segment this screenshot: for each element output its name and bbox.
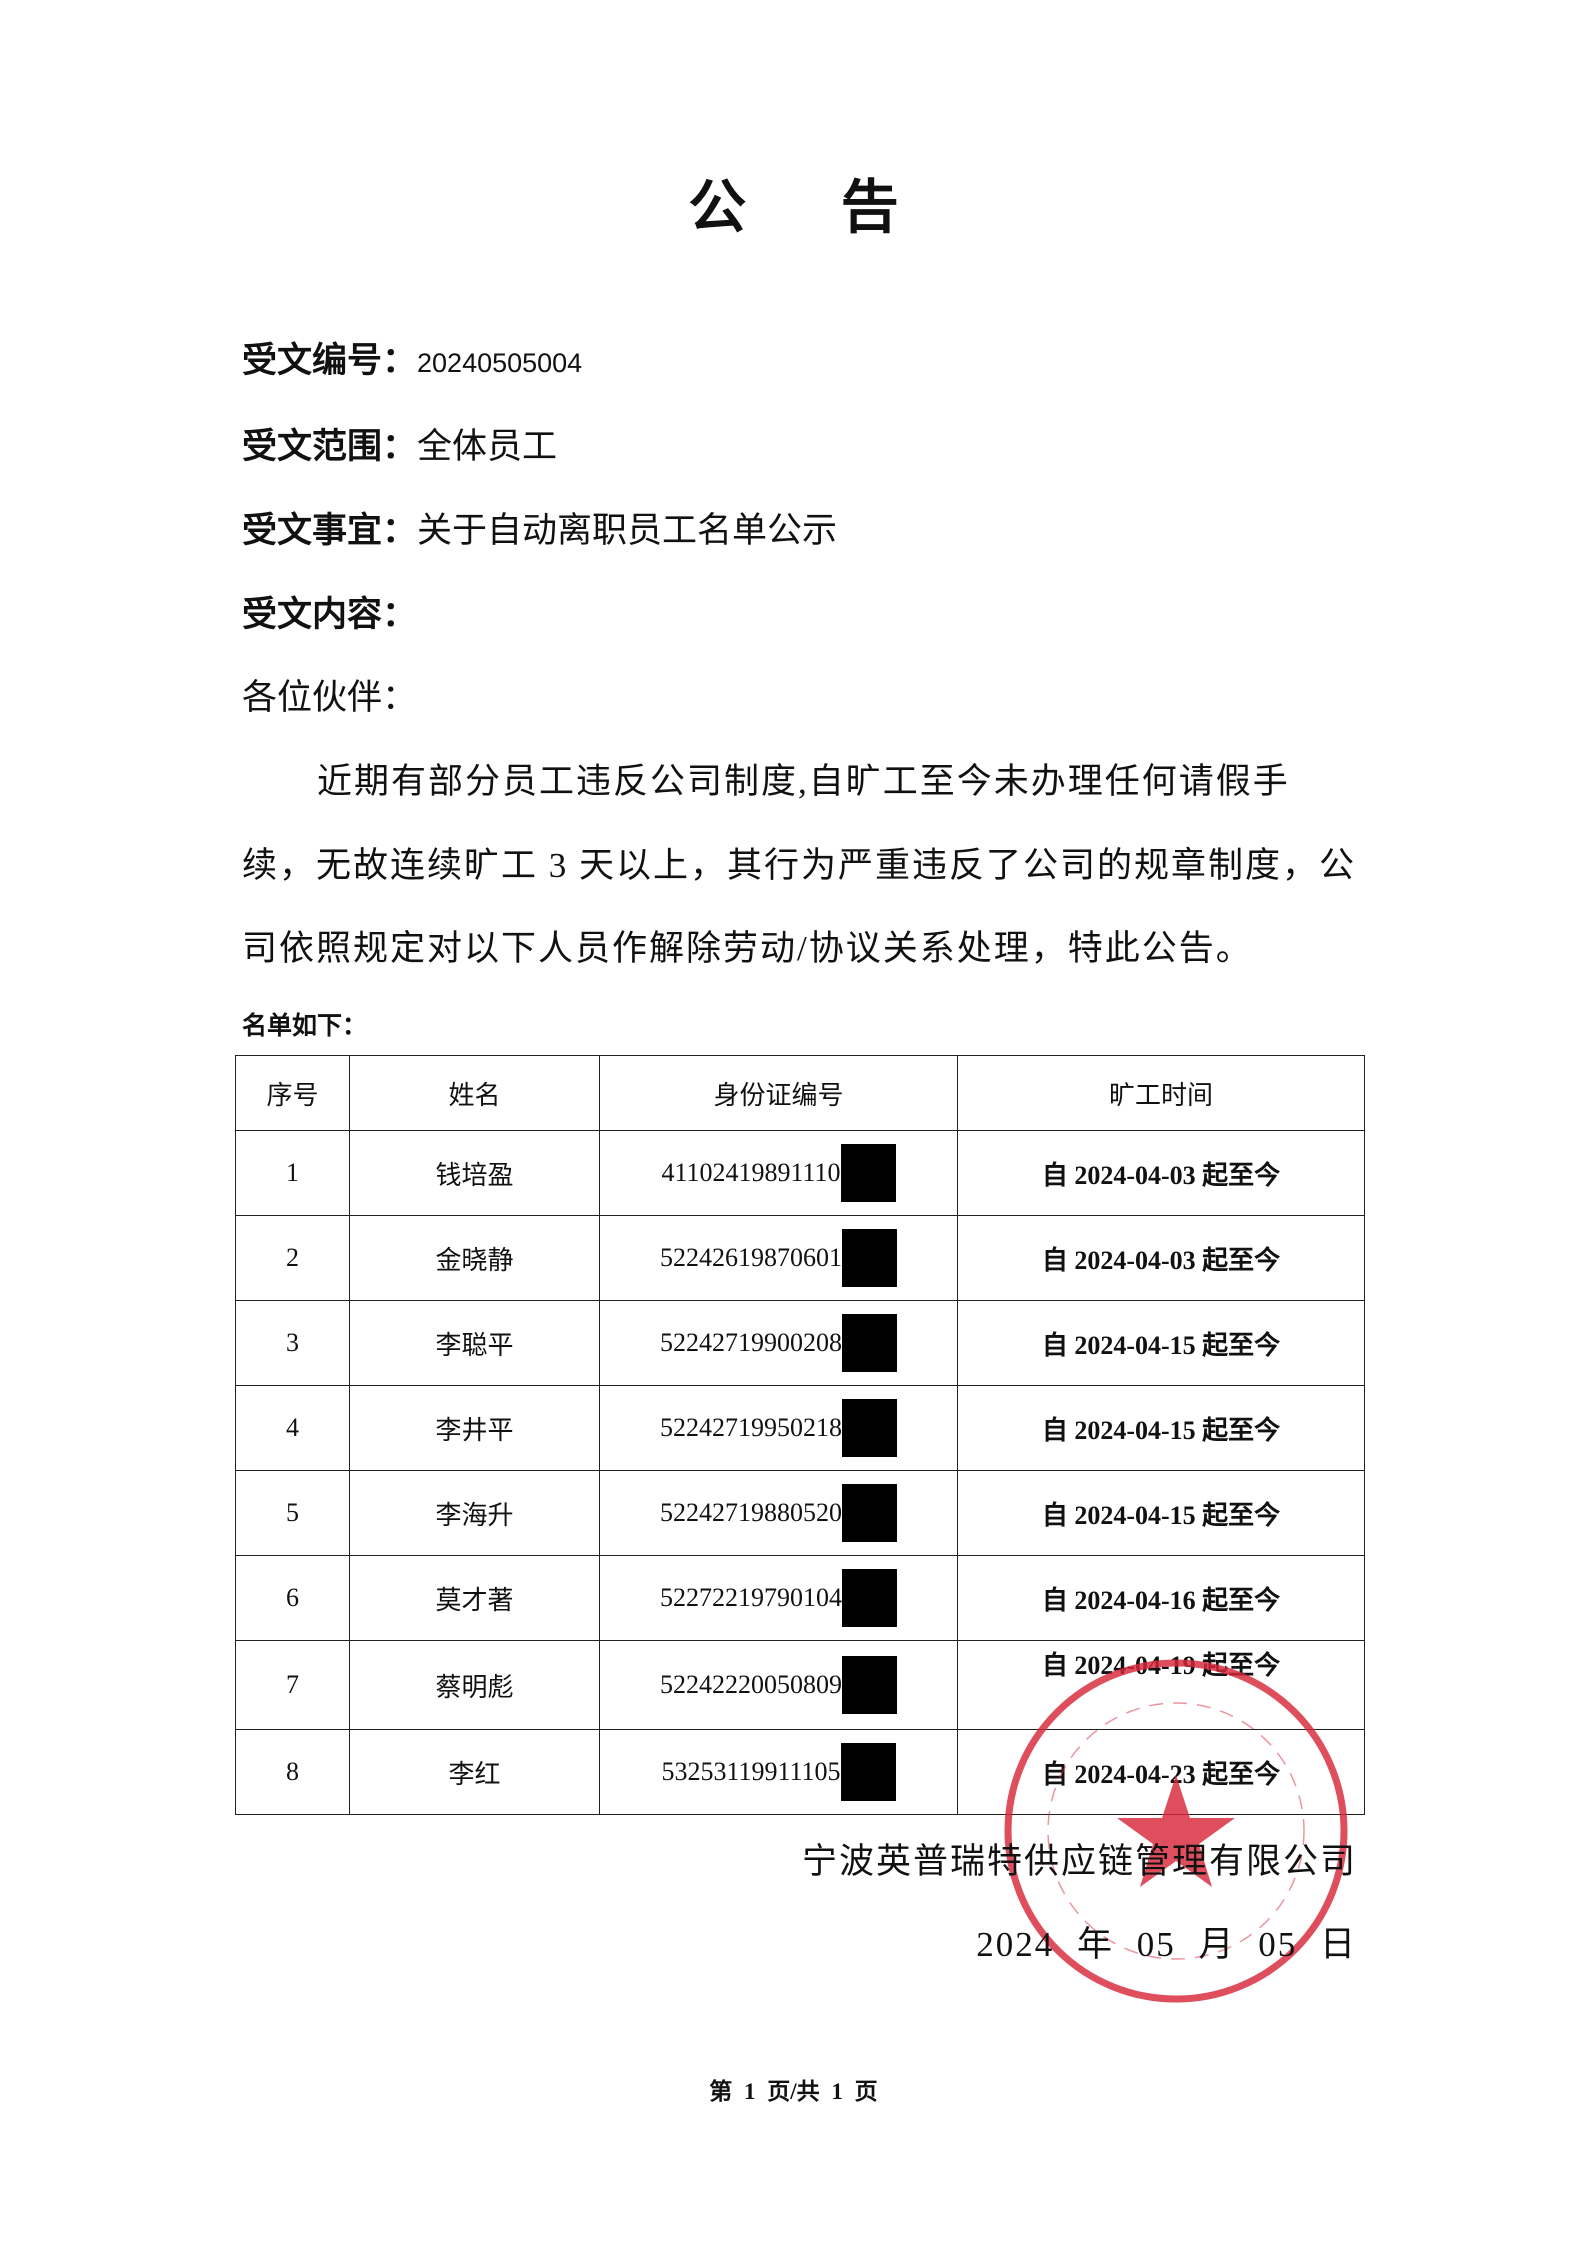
cell-no: 3 [235, 1300, 350, 1386]
table-header-row: 序号 姓名 身份证编号 旷工时间 [235, 1055, 1365, 1131]
table-row: 6 莫才著 52272219790104 自 2024-04-16 起至今 [235, 1555, 1365, 1641]
cell-id: 52242719880520 [599, 1470, 958, 1556]
id-number: 52242619870601 [660, 1243, 842, 1272]
cell-name: 李海升 [349, 1470, 600, 1556]
table-row: 2 金晓静 52242619870601 自 2024-04-03 起至今 [235, 1215, 1365, 1301]
cell-id: 52272219790104 [599, 1555, 958, 1641]
company-name: 宁波英普瑞特供应链管理有限公司 [801, 1842, 1357, 1881]
cell-no: 4 [235, 1385, 350, 1471]
cell-name: 李井平 [349, 1385, 600, 1471]
cell-name: 李红 [349, 1729, 600, 1815]
id-number: 52272219790104 [660, 1583, 842, 1612]
greeting: 各位伙伴： [242, 678, 418, 717]
cell-name: 钱培盈 [349, 1130, 600, 1216]
redaction-block [842, 1314, 897, 1372]
header-date: 旷工时间 [957, 1055, 1365, 1131]
redaction-block [842, 1656, 897, 1714]
table-row: 5 李海升 52242719880520 自 2024-04-15 起至今 [235, 1470, 1365, 1556]
table-row: 7 蔡明彪 52242220050809 自 2024-04-19 起至今 [235, 1640, 1365, 1730]
field-subject: 受文事宜：关于自动离职员工名单公示 [242, 509, 837, 553]
cell-date: 自 2024-04-15 起至今 [957, 1470, 1365, 1556]
redaction-block [842, 1229, 897, 1287]
field-content: 受文内容： [242, 593, 417, 637]
cell-date: 自 2024-04-15 起至今 [957, 1300, 1365, 1386]
cell-id: 52242220050809 [599, 1640, 958, 1730]
cell-name: 莫才著 [349, 1555, 600, 1641]
page-title: 公 告 [688, 175, 939, 240]
table-row: 8 李红 53253119911105 自 2024-04-23 起至今 [235, 1729, 1365, 1815]
cell-date: 自 2024-04-19 起至今 [957, 1640, 1365, 1730]
paragraph-line: 续，无故连续旷工 3 天以上，其行为严重违反了公司的规章制度，公 [242, 846, 1357, 885]
redaction-block [842, 1484, 897, 1542]
cell-name: 李聪平 [349, 1300, 600, 1386]
table-row: 3 李聪平 52242719900208 自 2024-04-15 起至今 [235, 1300, 1365, 1386]
id-number: 52242719950218 [660, 1413, 842, 1442]
field-value: 关于自动离职员工名单公示 [417, 511, 838, 550]
redaction-block [840, 1743, 896, 1801]
cell-date: 自 2024-04-15 起至今 [957, 1385, 1365, 1471]
paragraph-line: 司依照规定对以下人员作解除劳动/协议关系处理，特此公告。 [242, 929, 1253, 968]
sign-date: 2024 年 05 月 05 日 [976, 1925, 1357, 1964]
cell-no: 1 [235, 1130, 350, 1216]
cell-id: 41102419891110 [599, 1130, 958, 1216]
cell-name: 蔡明彪 [349, 1640, 600, 1730]
cell-id: 52242719950218 [599, 1385, 958, 1471]
cell-id: 53253119911105 [599, 1729, 958, 1815]
cell-no: 8 [235, 1729, 350, 1815]
redaction-block [840, 1144, 896, 1202]
cell-no: 5 [235, 1470, 350, 1556]
header-name: 姓名 [349, 1055, 600, 1131]
list-label: 名单如下： [242, 1013, 368, 1040]
id-number: 41102419891110 [661, 1158, 841, 1187]
id-number: 52242719900208 [660, 1328, 842, 1357]
field-label: 受文内容： [242, 595, 418, 634]
field-label: 受文事宜： [242, 511, 418, 550]
id-number: 53253119911105 [661, 1757, 841, 1786]
field-label: 受文范围： [242, 427, 418, 466]
id-number: 52242220050809 [660, 1670, 842, 1699]
redaction-block [842, 1569, 897, 1627]
cell-date: 自 2024-04-03 起至今 [957, 1130, 1365, 1216]
field-label: 受文编号： [242, 341, 418, 380]
cell-date: 自 2024-04-03 起至今 [957, 1215, 1365, 1301]
cell-no: 2 [235, 1215, 350, 1301]
cell-no: 7 [235, 1640, 350, 1730]
header-no: 序号 [235, 1055, 350, 1131]
page-footer: 第 1 页/共 1 页 [709, 2079, 878, 2104]
employee-table: 序号 姓名 身份证编号 旷工时间 1 钱培盈 41102419891110 自 202… [235, 1055, 1365, 1815]
paragraph-line: 近期有部分员工违反公司制度,自旷工至今未办理任何请假手 [317, 762, 1290, 801]
field-scope: 受文范围：全体员工 [242, 425, 557, 469]
cell-id: 52242719900208 [599, 1300, 958, 1386]
id-number: 52242719880520 [660, 1498, 842, 1527]
header-id: 身份证编号 [599, 1055, 958, 1131]
table-row: 4 李井平 52242719950218 自 2024-04-15 起至今 [235, 1385, 1365, 1471]
cell-no: 6 [235, 1555, 350, 1641]
cell-date: 自 2024-04-16 起至今 [957, 1555, 1365, 1641]
cell-id: 52242619870601 [599, 1215, 958, 1301]
field-doc-number: 受文编号：20240505004 [242, 339, 582, 385]
cell-date: 自 2024-04-23 起至今 [957, 1729, 1365, 1815]
field-value: 20240505004 [417, 348, 583, 378]
redaction-block [842, 1399, 897, 1457]
field-value: 全体员工 [417, 427, 558, 466]
cell-name: 金晓静 [349, 1215, 600, 1301]
table-row: 1 钱培盈 41102419891110 自 2024-04-03 起至今 [235, 1130, 1365, 1216]
